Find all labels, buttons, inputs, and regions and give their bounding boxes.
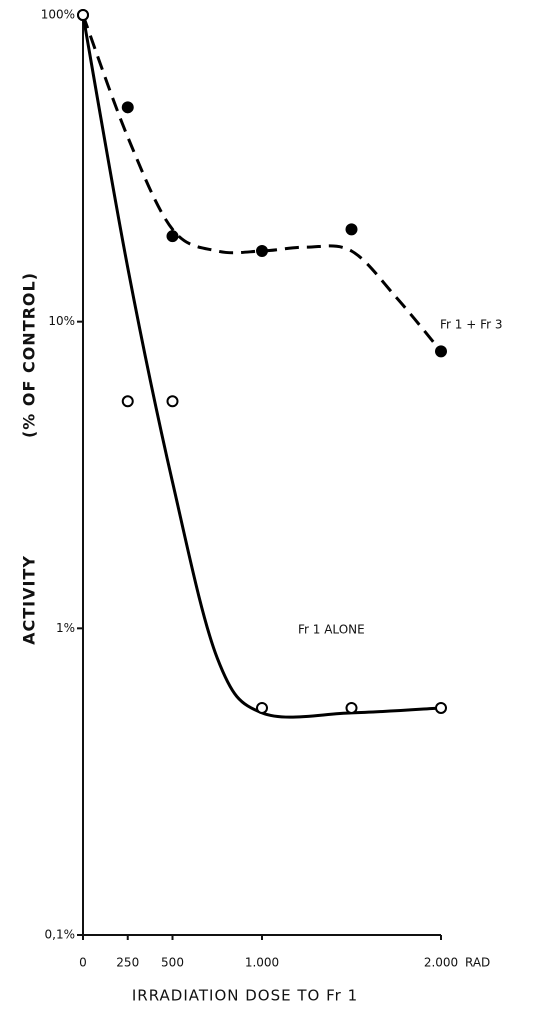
data-point <box>435 701 447 714</box>
data-point <box>166 230 179 243</box>
x-tick-label: 2.000 <box>424 956 458 970</box>
y-tick-label: 10% <box>48 314 75 328</box>
data-point <box>121 101 134 114</box>
data-point <box>345 701 358 714</box>
y-tick-label: 0,1% <box>45 928 76 942</box>
x-axis-title: IRRADIATION DOSE TO Fr 1 <box>132 987 358 1005</box>
data-point <box>435 345 447 358</box>
y-axis-title: ACTIVITY <box>20 555 39 645</box>
fit-curve <box>81 14 442 719</box>
x-tick-label: 250 <box>116 956 139 970</box>
data-point <box>77 9 89 21</box>
data-point <box>256 244 268 257</box>
data-point <box>256 701 268 714</box>
data-point <box>121 395 134 408</box>
x-tick-label: 0 <box>79 956 87 970</box>
y-tick-label: 1% <box>56 621 75 635</box>
data-point <box>345 223 358 236</box>
x-tick-label: 1.000 <box>245 956 279 970</box>
fit-curve <box>81 14 443 353</box>
x-tick-label: 500 <box>161 956 184 970</box>
series-label: Fr 1 + Fr 3 <box>440 318 503 332</box>
y-axis-title: (% OF CONTROL) <box>20 272 39 438</box>
x-unit: RAD <box>465 956 490 970</box>
data-point <box>166 395 179 408</box>
series-label: Fr 1 ALONE <box>298 623 365 637</box>
y-tick-label: 100% <box>41 8 75 22</box>
